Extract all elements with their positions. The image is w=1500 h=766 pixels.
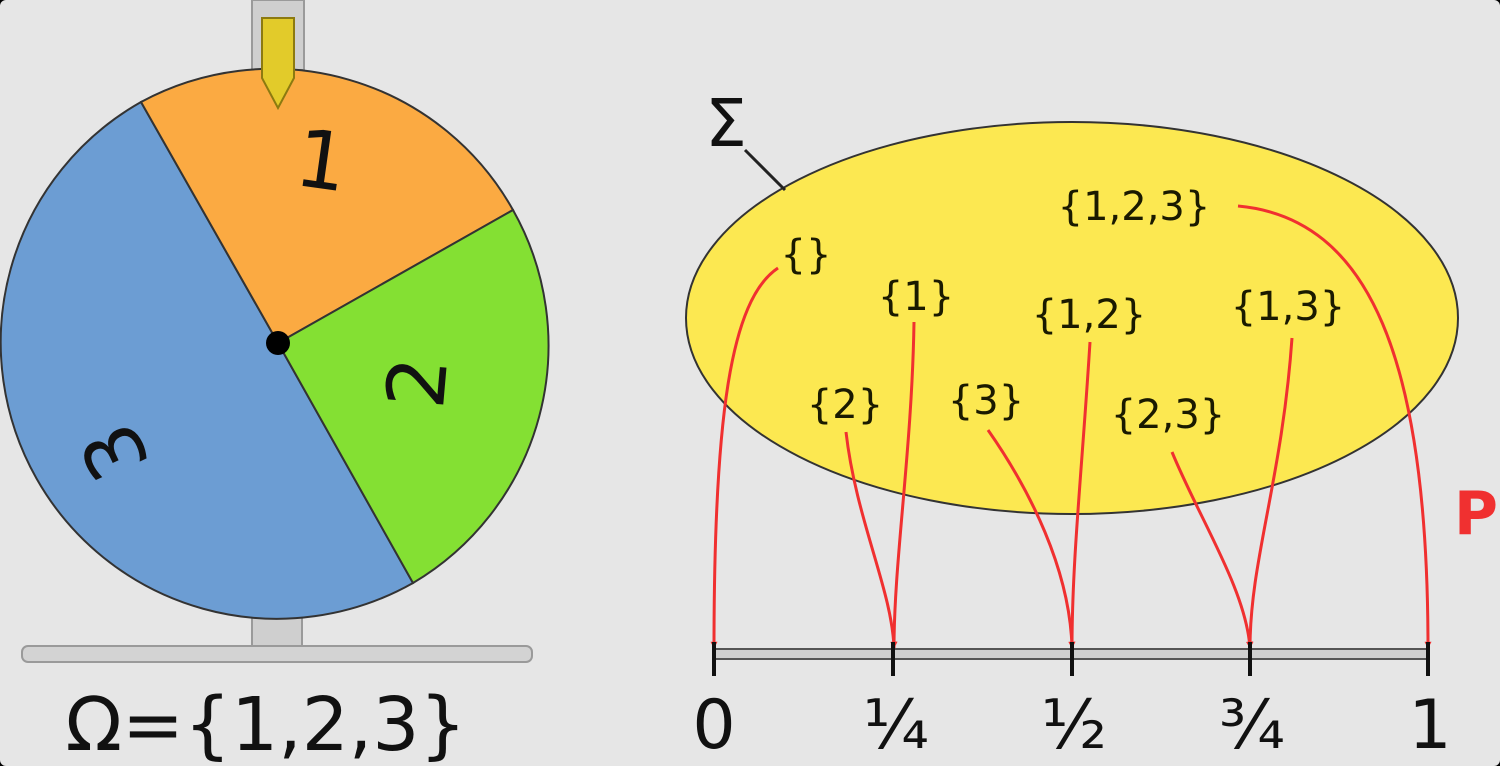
event-1-3: {1,3} [1231,284,1346,330]
sigma-pointer-line [743,148,787,192]
event-2-3: {2,3} [1111,392,1226,438]
event-3: {3} [948,378,1024,424]
wheel-sector-2 [276,208,550,585]
arrow-1-2-to-half [1068,341,1092,649]
event-1: {1} [878,274,954,320]
number-line [712,642,1430,676]
probability-measure-label: P [1454,479,1498,549]
arrow-2-3-to-three-quarters [1170,451,1254,649]
arrow-empty-to-0 [710,266,779,649]
tick-label-quarter: ¼ [863,686,929,765]
arrow-3-to-half [986,429,1076,649]
sector-2-label: 2 [369,353,466,412]
sigma-label: Σ [705,85,747,162]
tick-label-1: 1 [1408,686,1451,765]
probability-arrows [710,204,1432,649]
arrow-1-3-to-three-quarters [1246,337,1294,649]
wheel-center [266,331,290,355]
tick-label-three-quarters: ¾ [1219,686,1285,765]
sigma-algebra-ellipse [685,121,1459,515]
arrow-1-2-3-to-1 [1237,204,1432,649]
tick-label-half: ½ [1041,686,1107,765]
sample-space-label: Ω={1,2,3} [65,682,466,766]
event-2: {2} [807,382,883,428]
wheel-pointer [261,17,295,111]
wheel-sector-1 [139,67,515,345]
event-1-2: {1,2} [1032,292,1147,338]
event-1-2-3: {1,2,3} [1058,184,1211,230]
event-empty: {} [781,232,832,278]
tick-label-0: 0 [692,686,735,765]
arrow-2-to-quarter [844,431,898,649]
wheel-sector-3 [0,100,415,620]
spinner-wheel [0,67,550,620]
arrow-1-to-quarter [890,321,916,649]
